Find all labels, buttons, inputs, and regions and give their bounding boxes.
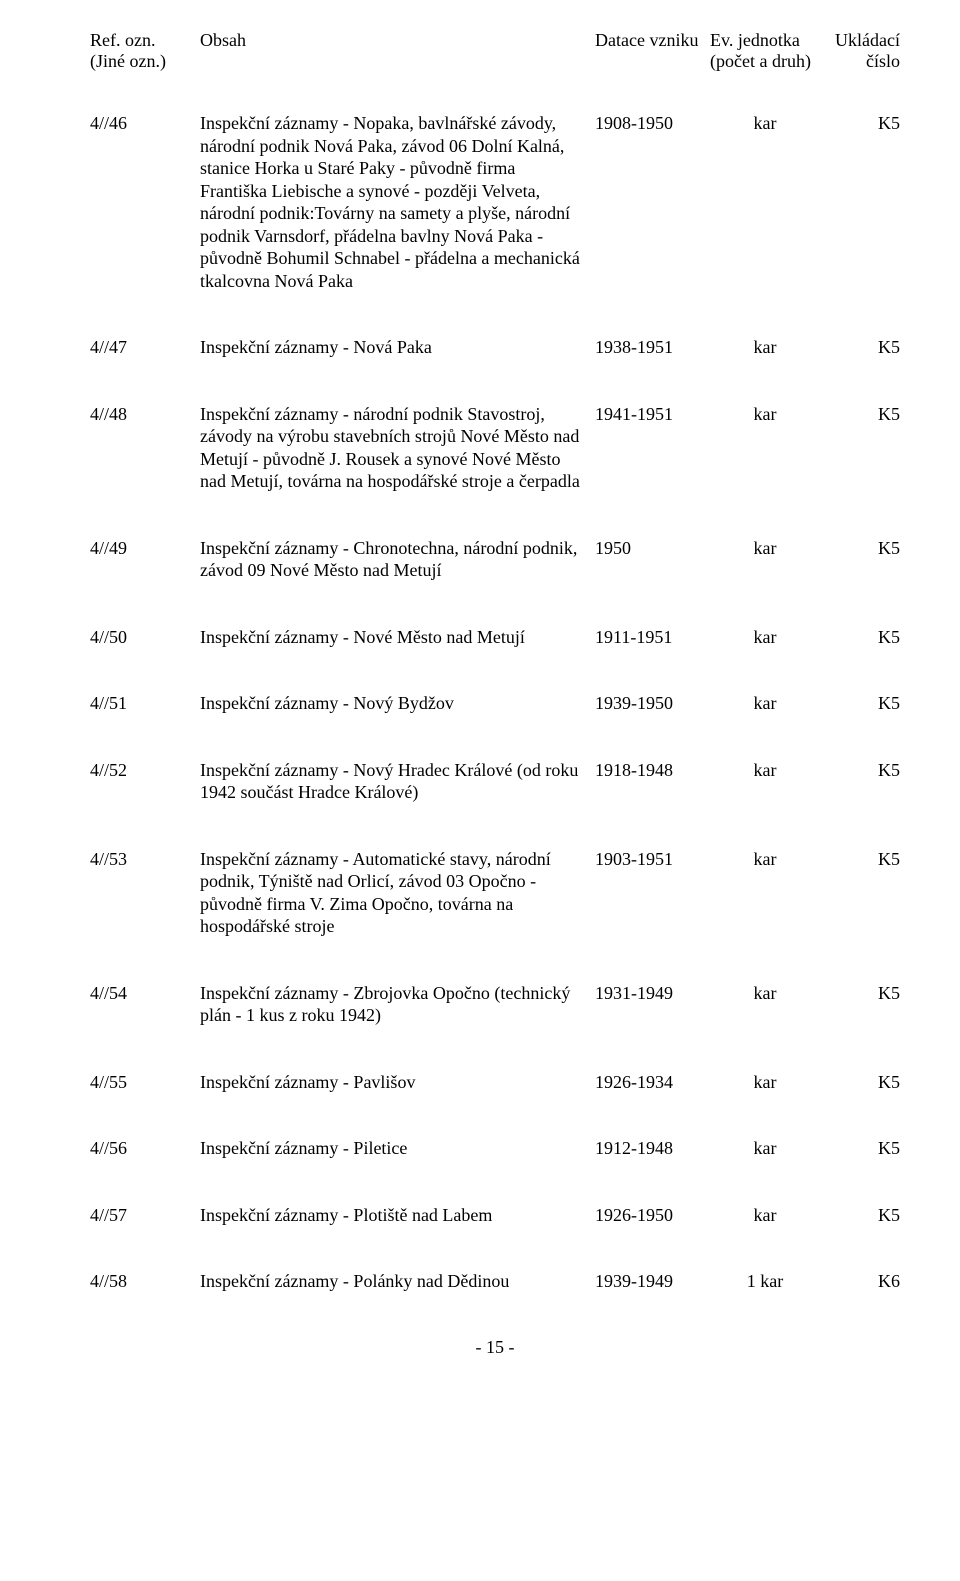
header-ref2: (Jiné ozn.) <box>90 51 200 72</box>
cell-store: K5 <box>820 982 900 1005</box>
cell-unit: kar <box>710 848 820 871</box>
cell-ref: 4//55 <box>90 1071 200 1094</box>
cell-store: K5 <box>820 336 900 359</box>
cell-date: 1918-1948 <box>595 759 710 782</box>
header-unit: Ev. jednotka <box>710 30 820 51</box>
cell-date: 1926-1934 <box>595 1071 710 1094</box>
table-row: 4//46Inspekční záznamy - Nopaka, bavlnář… <box>90 112 900 292</box>
table-row: 4//55Inspekční záznamy - Pavlišov1926-19… <box>90 1071 900 1094</box>
table-row: 4//56Inspekční záznamy - Piletice1912-19… <box>90 1137 900 1160</box>
table-row: 4//49Inspekční záznamy - Chronotechna, n… <box>90 537 900 582</box>
cell-desc: Inspekční záznamy - Pavlišov <box>200 1071 595 1094</box>
cell-date: 1950 <box>595 537 710 560</box>
cell-unit: 1 kar <box>710 1270 820 1293</box>
cell-unit: kar <box>710 759 820 782</box>
cell-unit: kar <box>710 403 820 426</box>
cell-unit: kar <box>710 1137 820 1160</box>
cell-ref: 4//50 <box>90 626 200 649</box>
table-row: 4//47Inspekční záznamy - Nová Paka1938-1… <box>90 336 900 359</box>
cell-desc: Inspekční záznamy - Nový Hradec Králové … <box>200 759 595 804</box>
cell-ref: 4//53 <box>90 848 200 871</box>
table-row: 4//52Inspekční záznamy - Nový Hradec Krá… <box>90 759 900 804</box>
cell-ref: 4//48 <box>90 403 200 426</box>
cell-desc: Inspekční záznamy - Polánky nad Dědinou <box>200 1270 595 1293</box>
cell-ref: 4//54 <box>90 982 200 1005</box>
table-row: 4//50Inspekční záznamy - Nové Město nad … <box>90 626 900 649</box>
cell-store: K5 <box>820 626 900 649</box>
header-obsah2 <box>200 51 595 72</box>
cell-desc: Inspekční záznamy - národní podnik Stavo… <box>200 403 595 493</box>
cell-ref: 4//56 <box>90 1137 200 1160</box>
cell-ref: 4//47 <box>90 336 200 359</box>
cell-date: 1912-1948 <box>595 1137 710 1160</box>
cell-store: K5 <box>820 692 900 715</box>
cell-date: 1911-1951 <box>595 626 710 649</box>
cell-unit: kar <box>710 1071 820 1094</box>
cell-ref: 4//58 <box>90 1270 200 1293</box>
header-ref: Ref. ozn. <box>90 30 200 51</box>
cell-store: K5 <box>820 403 900 426</box>
cell-unit: kar <box>710 1204 820 1227</box>
cell-store: K5 <box>820 1204 900 1227</box>
table-body: 4//46Inspekční záznamy - Nopaka, bavlnář… <box>90 112 900 1293</box>
cell-unit: kar <box>710 626 820 649</box>
table-header-row-1: Ref. ozn. Obsah Datace vzniku Ev. jednot… <box>90 30 900 51</box>
cell-date: 1903-1951 <box>595 848 710 871</box>
cell-date: 1926-1950 <box>595 1204 710 1227</box>
cell-store: K5 <box>820 1137 900 1160</box>
cell-store: K5 <box>820 848 900 871</box>
cell-date: 1939-1950 <box>595 692 710 715</box>
cell-ref: 4//52 <box>90 759 200 782</box>
cell-desc: Inspekční záznamy - Nová Paka <box>200 336 595 359</box>
cell-store: K5 <box>820 759 900 782</box>
cell-desc: Inspekční záznamy - Nopaka, bavlnářské z… <box>200 112 595 292</box>
cell-desc: Inspekční záznamy - Nové Město nad Metuj… <box>200 626 595 649</box>
header-store: Ukládací <box>820 30 900 51</box>
cell-ref: 4//57 <box>90 1204 200 1227</box>
cell-store: K6 <box>820 1270 900 1293</box>
cell-desc: Inspekční záznamy - Zbrojovka Opočno (te… <box>200 982 595 1027</box>
table-header-row-2: (Jiné ozn.) (počet a druh) číslo <box>90 51 900 72</box>
cell-unit: kar <box>710 537 820 560</box>
cell-desc: Inspekční záznamy - Piletice <box>200 1137 595 1160</box>
header-unit2: (počet a druh) <box>710 51 820 72</box>
header-date: Datace vzniku <box>595 30 710 51</box>
cell-desc: Inspekční záznamy - Nový Bydžov <box>200 692 595 715</box>
cell-ref: 4//51 <box>90 692 200 715</box>
table-row: 4//57Inspekční záznamy - Plotiště nad La… <box>90 1204 900 1227</box>
cell-store: K5 <box>820 1071 900 1094</box>
cell-unit: kar <box>710 692 820 715</box>
cell-unit: kar <box>710 982 820 1005</box>
cell-date: 1931-1949 <box>595 982 710 1005</box>
page-number: - 15 - <box>90 1337 900 1358</box>
table-row: 4//51Inspekční záznamy - Nový Bydžov1939… <box>90 692 900 715</box>
cell-unit: kar <box>710 112 820 135</box>
table-row: 4//54Inspekční záznamy - Zbrojovka Opočn… <box>90 982 900 1027</box>
header-obsah: Obsah <box>200 30 595 51</box>
cell-store: K5 <box>820 537 900 560</box>
cell-desc: Inspekční záznamy - Plotiště nad Labem <box>200 1204 595 1227</box>
cell-date: 1938-1951 <box>595 336 710 359</box>
cell-desc: Inspekční záznamy - Automatické stavy, n… <box>200 848 595 938</box>
cell-unit: kar <box>710 336 820 359</box>
cell-ref: 4//49 <box>90 537 200 560</box>
table-row: 4//48Inspekční záznamy - národní podnik … <box>90 403 900 493</box>
cell-date: 1908-1950 <box>595 112 710 135</box>
cell-desc: Inspekční záznamy - Chronotechna, národn… <box>200 537 595 582</box>
cell-date: 1941-1951 <box>595 403 710 426</box>
table-row: 4//58Inspekční záznamy - Polánky nad Děd… <box>90 1270 900 1293</box>
header-store2: číslo <box>820 51 900 72</box>
cell-ref: 4//46 <box>90 112 200 135</box>
cell-store: K5 <box>820 112 900 135</box>
table-row: 4//53Inspekční záznamy - Automatické sta… <box>90 848 900 938</box>
cell-date: 1939-1949 <box>595 1270 710 1293</box>
header-date2 <box>595 51 710 72</box>
